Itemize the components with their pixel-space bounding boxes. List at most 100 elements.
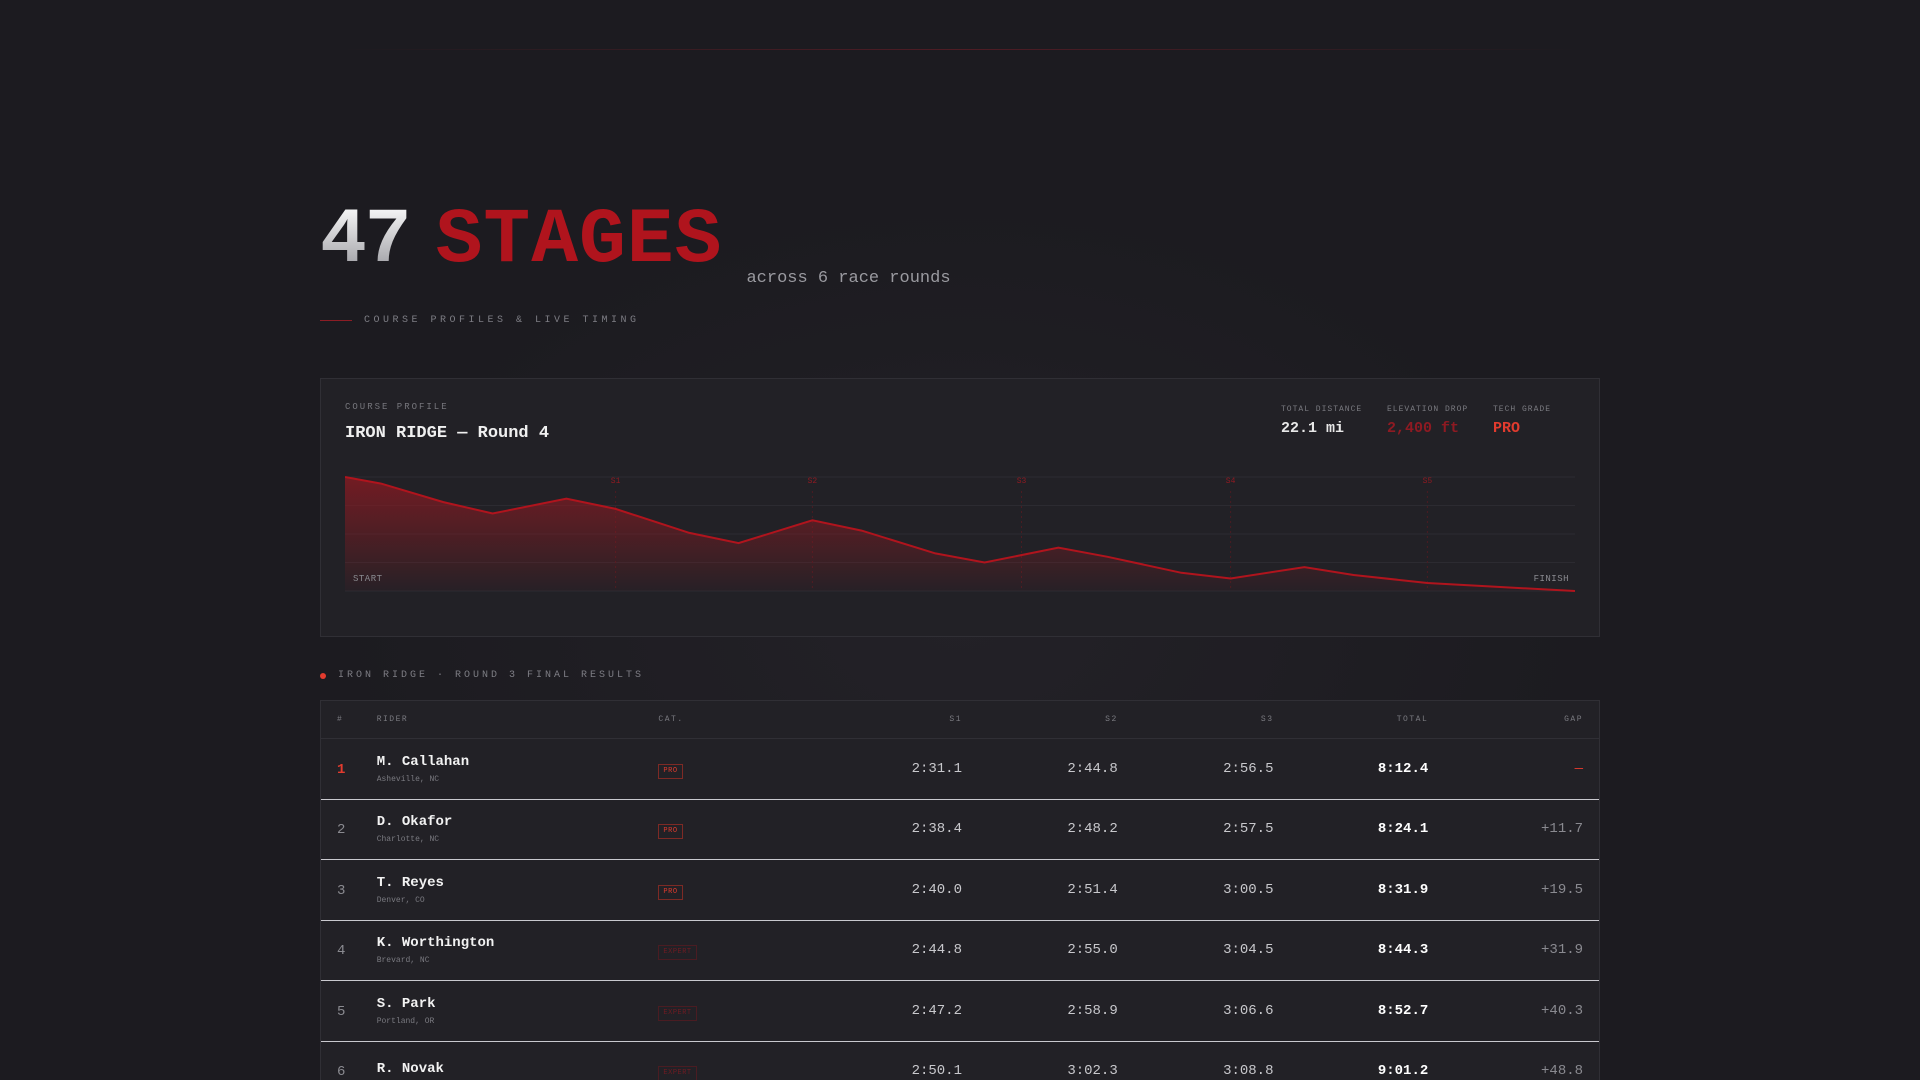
- split-s3: 3:08.8: [1223, 1063, 1274, 1080]
- rider-name: T. Reyes: [376, 874, 444, 891]
- table-row[interactable]: 1 M. Callahan Asheville, NC PRO 2:31.1 2:44.8…: [321, 739, 1599, 800]
- time-gap: +11.7: [1541, 821, 1584, 838]
- rider-location: Brevard, NC: [376, 956, 430, 966]
- rider-name: M. Callahan: [376, 753, 470, 770]
- category-badge: EXPERT: [658, 945, 697, 961]
- rider-location: Asheville, NC: [376, 774, 440, 784]
- total-time: 8:31.9: [1377, 881, 1429, 898]
- split-s2: 3:02.3: [1067, 1063, 1118, 1080]
- live-indicator-icon: [320, 672, 326, 679]
- results-heading: IRON RIDGE · ROUND 3 FINAL RESULTS: [320, 670, 644, 681]
- category-badge: PRO: [658, 824, 683, 840]
- rider-position: 5: [337, 1003, 346, 1020]
- category-badge: PRO: [658, 884, 683, 900]
- top-divider: [340, 49, 1580, 50]
- rider-location: Charlotte, NC: [376, 835, 440, 845]
- total-time: 9:01.2: [1377, 1063, 1429, 1080]
- category-badge: PRO: [658, 763, 683, 779]
- total-time: 8:24.1: [1377, 821, 1429, 838]
- stat-total-distance: TOTAL DISTANCE 22.1 mi: [1281, 405, 1363, 437]
- split-s1: 2:50.1: [911, 1063, 962, 1080]
- hero-subtitle: across 6 race rounds: [746, 269, 951, 288]
- rider-position: 4: [337, 943, 346, 960]
- stage-count: 47: [320, 197, 412, 285]
- sector-label: S2: [808, 477, 818, 486]
- kicker-text: COURSE PROFILES & LIVE TIMING: [364, 315, 640, 326]
- stat-tech-grade: TECH GRADE PRO: [1493, 405, 1575, 437]
- stat-value: 22.1 mi: [1281, 420, 1345, 437]
- sector-label: S3: [1017, 477, 1027, 486]
- table-row[interactable]: 4 K. Worthington Brevard, NC EXPERT 2:44.8 2:…: [321, 921, 1599, 981]
- split-s2: 2:51.4: [1067, 881, 1118, 898]
- results-table: # RIDER CAT. S1 S2 S3 TOTAL GAP 1 M. Call…: [320, 700, 1600, 1080]
- split-s3: 3:04.5: [1223, 942, 1274, 959]
- split-s1: 2:44.8: [911, 942, 962, 959]
- total-time: 8:12.4: [1377, 760, 1429, 777]
- stat-label: ELEVATION DROP: [1387, 405, 1469, 414]
- total-time: 8:44.3: [1377, 942, 1429, 959]
- col-total: TOTAL: [1396, 715, 1429, 724]
- col-gap: GAP: [1564, 715, 1584, 724]
- time-gap: +48.8: [1541, 1063, 1584, 1080]
- elevation-profile-chart: S1 S2 S3 S4 S5 START FINISH: [345, 476, 1575, 592]
- rider-position: 2: [337, 822, 346, 839]
- time-gap: +19.5: [1541, 881, 1584, 898]
- rider-position: 3: [337, 882, 346, 899]
- course-title: IRON RIDGE — Round 4: [345, 424, 550, 443]
- sector-label: S5: [1423, 477, 1433, 486]
- course-stats: TOTAL DISTANCE 22.1 mi ELEVATION DROP 2,…: [1281, 405, 1575, 437]
- sector-label: S4: [1226, 477, 1236, 486]
- start-label: START: [353, 574, 383, 584]
- section-kicker: COURSE PROFILES & LIVE TIMING: [320, 315, 640, 326]
- elevation-line: [345, 476, 1575, 592]
- split-s1: 2:38.4: [911, 821, 962, 838]
- split-s1: 2:31.1: [911, 760, 962, 777]
- rider-name: K. Worthington: [376, 935, 495, 952]
- split-s3: 2:56.5: [1223, 760, 1274, 777]
- col-s3: S3: [1260, 715, 1274, 724]
- stat-elevation-drop: ELEVATION DROP 2,400 ft: [1387, 405, 1469, 437]
- category-badge: EXPERT: [658, 1005, 697, 1021]
- col-s2: S2: [1105, 715, 1118, 724]
- time-gap: +31.9: [1541, 942, 1584, 959]
- split-s2: 2:58.9: [1067, 1002, 1118, 1019]
- rider-name: S. Park: [376, 995, 436, 1012]
- rider-location: Denver, CO: [376, 895, 425, 905]
- time-gap: —: [1574, 760, 1584, 777]
- col-s1: S1: [949, 715, 962, 724]
- sector-label: S1: [611, 477, 621, 486]
- split-s3: 2:57.5: [1223, 821, 1274, 838]
- table-row[interactable]: 6 R. Novak EXPERT 2:50.1 3:02.3 3:08.8 9:01.2 +…: [321, 1042, 1599, 1080]
- rider-name: R. Novak: [376, 1060, 444, 1077]
- category-badge: EXPERT: [658, 1066, 697, 1080]
- course-profile-card: COURSE PROFILE IRON RIDGE — Round 4 TOTA…: [320, 378, 1600, 637]
- split-s1: 2:47.2: [911, 1002, 962, 1019]
- col-rider: RIDER: [376, 715, 409, 724]
- stage-word: STAGES: [435, 197, 723, 285]
- stat-label: TECH GRADE: [1493, 405, 1552, 414]
- split-s3: 3:00.5: [1223, 881, 1274, 898]
- col-category: CAT.: [658, 715, 684, 724]
- rider-location: Portland, OR: [376, 1016, 435, 1026]
- split-s2: 2:44.8: [1067, 760, 1118, 777]
- split-s2: 2:48.2: [1067, 821, 1118, 838]
- finish-label: FINISH: [1534, 574, 1569, 584]
- table-row[interactable]: 5 S. Park Portland, OR EXPERT 2:47.2 2:58.9 3:…: [321, 981, 1599, 1042]
- split-s1: 2:40.0: [911, 881, 962, 898]
- results-title: IRON RIDGE · ROUND 3 FINAL RESULTS: [338, 670, 645, 681]
- stat-value: PRO: [1493, 420, 1521, 437]
- col-position: #: [337, 715, 344, 724]
- split-s2: 2:55.0: [1067, 942, 1118, 959]
- rider-position: 6: [337, 1064, 346, 1080]
- table-row[interactable]: 3 T. Reyes Denver, CO PRO 2:40.0 2:51.4 3:00.5…: [321, 860, 1599, 921]
- stat-value: 2,400 ft: [1387, 420, 1460, 437]
- split-s3: 3:06.6: [1223, 1002, 1274, 1019]
- table-header: # RIDER CAT. S1 S2 S3 TOTAL GAP: [321, 701, 1599, 739]
- rider-position: 1: [337, 761, 346, 778]
- kicker-rule: [320, 320, 352, 321]
- total-time: 8:52.7: [1377, 1002, 1429, 1019]
- elevation-area: [345, 477, 1575, 591]
- stat-label: TOTAL DISTANCE: [1281, 405, 1363, 414]
- table-row[interactable]: 2 D. Okafor Charlotte, NC PRO 2:38.4 2:48.2 2:…: [321, 800, 1599, 860]
- course-profile-label: COURSE PROFILE: [345, 402, 449, 412]
